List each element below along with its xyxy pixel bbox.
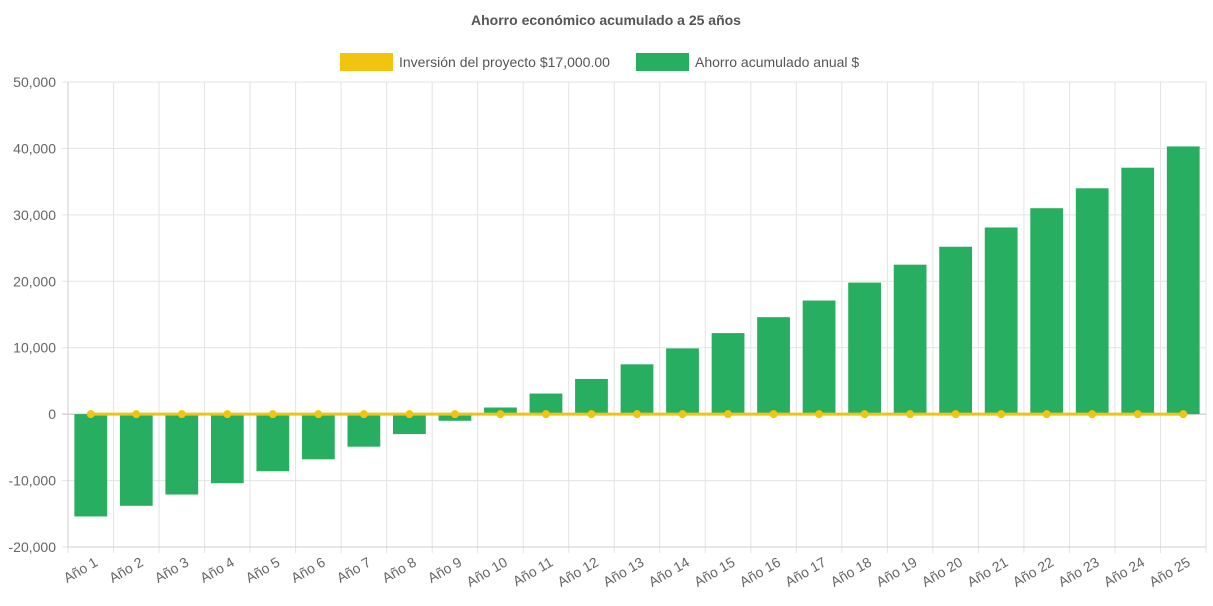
bar[interactable] [984,227,1018,415]
y-tick-label: 30,000 [13,207,56,223]
line-point[interactable] [769,410,778,419]
line-point[interactable] [268,410,277,419]
bar[interactable] [939,246,973,415]
line-point[interactable] [405,410,414,419]
line-point[interactable] [951,410,960,419]
line-point[interactable] [678,410,687,419]
x-tick-label: Año 12 [555,554,602,590]
x-tick-label: Año 22 [1010,554,1057,590]
x-tick-label: Año 25 [1146,554,1193,590]
x-tick-label: Año 21 [964,554,1011,590]
bar-series [74,146,1200,517]
bar[interactable] [393,414,426,435]
line-point[interactable] [1042,410,1051,419]
x-tick-label: Año 6 [288,554,328,586]
chart-title: Ahorro económico acumulado a 25 años [471,12,741,28]
bar[interactable] [1075,188,1109,415]
bar[interactable] [1166,146,1200,415]
x-tick-label: Año 11 [510,554,556,590]
bar[interactable] [529,393,563,415]
y-tick-label: 50,000 [13,74,56,90]
legend[interactable]: Inversión del proyecto $17,000.00 Ahorro… [340,53,859,71]
bar[interactable] [210,414,244,484]
x-tick-label: Año 13 [600,554,647,590]
y-tick-label: 10,000 [13,340,56,356]
legend-label-savings: Ahorro acumulado anual $ [695,54,859,70]
line-series [86,410,1188,419]
line-point[interactable] [132,410,141,419]
bar[interactable] [119,414,153,506]
bar[interactable] [711,333,745,415]
x-tick-label: Año 1 [61,554,101,586]
line-point[interactable] [496,410,505,419]
line-point[interactable] [1088,410,1097,419]
x-tick-label: Año 18 [828,554,875,590]
bar[interactable] [893,264,927,415]
bar[interactable] [256,414,290,472]
legend-label-investment: Inversión del proyecto $17,000.00 [399,54,610,70]
legend-item-savings[interactable]: Ahorro acumulado anual $ [636,53,859,71]
y-tick-label: 40,000 [13,140,56,156]
line-point[interactable] [314,410,323,419]
bar[interactable] [301,414,335,460]
line-point[interactable] [724,410,733,419]
line-point[interactable] [450,410,459,419]
line-point[interactable] [541,410,550,419]
x-tick-label: Año 23 [1055,554,1102,590]
line-point[interactable] [860,410,869,419]
x-tick-label: Año 24 [1101,554,1148,590]
bar[interactable] [848,282,881,415]
line-point[interactable] [587,410,596,419]
bar[interactable] [802,300,836,415]
x-tick-label: Año 8 [379,554,419,586]
legend-item-investment[interactable]: Inversión del proyecto $17,000.00 [340,53,610,71]
y-tick-label: -10,000 [9,473,57,489]
line-point[interactable] [177,410,186,419]
x-tick-label: Año 17 [782,554,829,590]
line-point[interactable] [997,410,1006,419]
line-point[interactable] [815,410,824,419]
legend-swatch-savings [636,53,689,71]
bar[interactable] [757,317,790,415]
y-tick-label: 0 [48,406,56,422]
bar[interactable] [347,414,381,447]
y-tick-label: -20,000 [9,539,57,555]
legend-swatch-investment [340,53,393,71]
x-tick-label: Año 4 [197,554,237,586]
x-tick-label: Año 3 [152,554,192,586]
y-axis: 50,000 40,000 30,000 20,000 10,000 0 -10,000 -2… [9,74,69,555]
line-point[interactable] [633,410,641,419]
x-tick-label: Año 2 [106,554,146,586]
bar[interactable] [165,414,199,495]
bar[interactable] [74,414,108,517]
x-tick-label: Año 15 [691,554,738,590]
bar[interactable] [620,364,654,415]
x-tick-label: Año 20 [919,554,966,590]
x-tick-label: Año 7 [334,554,374,586]
bar[interactable] [666,348,699,415]
line-point[interactable] [359,410,368,419]
line-point[interactable] [906,410,915,419]
x-tick-label: Año 14 [646,554,693,590]
x-tick-label: Año 16 [737,554,784,590]
x-tick-label: Año 19 [873,554,920,590]
x-tick-label: Año 10 [464,554,511,590]
bar[interactable] [1030,208,1064,415]
bar[interactable] [575,378,608,415]
line-point[interactable] [223,410,232,419]
y-tick-label: 20,000 [13,273,56,289]
x-axis: Año 1 Año 2 Año 3 Año 4 Año 5 Año 6 Año 7 Año 8… [61,546,1206,590]
line-point[interactable] [86,410,95,419]
line-point[interactable] [1133,410,1142,419]
x-tick-label: Año 5 [243,554,283,586]
x-tick-label: Año 9 [425,554,465,586]
line-point[interactable] [1179,410,1188,419]
bar[interactable] [1121,167,1155,415]
